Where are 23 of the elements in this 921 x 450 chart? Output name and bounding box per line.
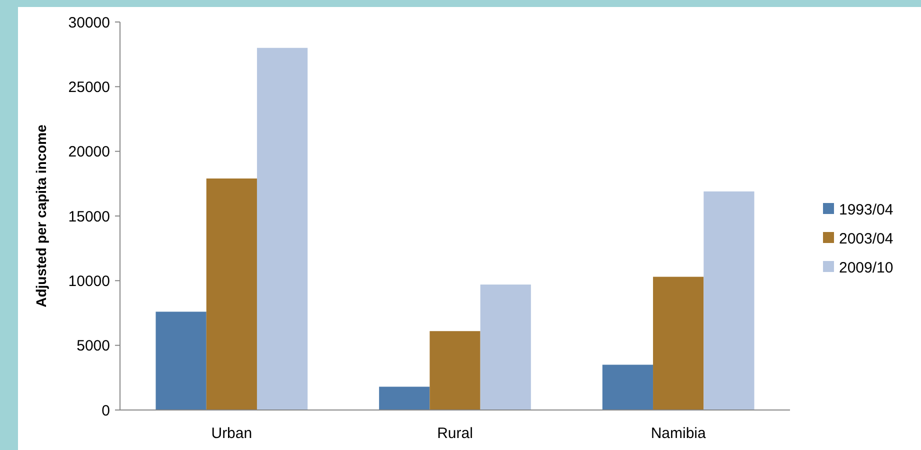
- y-tick-label: 0: [102, 402, 110, 420]
- y-tick-label: 5000: [76, 338, 110, 355]
- x-tick-label: Urban: [211, 425, 252, 442]
- bar: [156, 312, 206, 410]
- y-tick-label: 30000: [68, 14, 110, 32]
- y-tick-label: 25000: [68, 78, 110, 96]
- legend-label: 2009/10: [839, 259, 894, 276]
- bar: [653, 276, 704, 410]
- legend-label: 1993/04: [839, 201, 894, 218]
- x-tick-label: Rural: [437, 425, 473, 442]
- bar: [480, 284, 531, 410]
- bar: [379, 386, 430, 410]
- bar: [256, 48, 308, 410]
- bar: [602, 364, 654, 410]
- bar: [704, 191, 754, 410]
- y-axis-title: Adjusted per capita income: [33, 124, 49, 308]
- y-tick-label: 10000: [68, 272, 110, 290]
- y-tick-label: 15000: [68, 208, 110, 226]
- legend-label: 2003/04: [839, 230, 894, 248]
- y-tick-label: 20000: [68, 144, 110, 161]
- bar: [430, 331, 480, 410]
- x-tick-label: Namibia: [650, 425, 706, 442]
- bar: [206, 178, 257, 410]
